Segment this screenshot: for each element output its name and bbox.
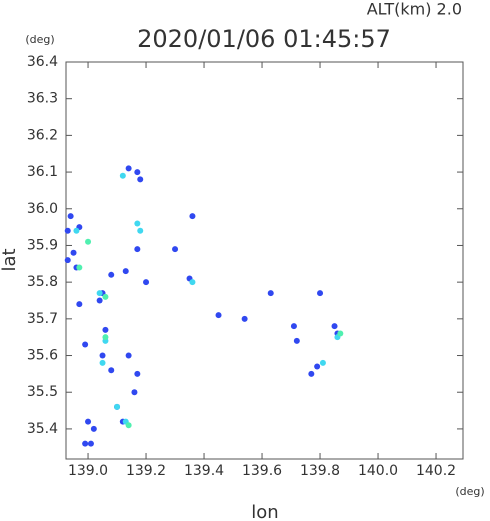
echo-point [73, 227, 80, 234]
echo-point [319, 359, 326, 366]
x-tick-label: 139.8 [300, 463, 340, 479]
echo-point [82, 341, 89, 348]
y-tick-label: 35.8 [27, 274, 58, 290]
echo-point [134, 246, 141, 253]
echo-point [189, 279, 196, 286]
echo-point [172, 246, 179, 253]
echo-point [82, 440, 89, 447]
echo-point [108, 367, 115, 374]
y-tick-label: 35.4 [27, 421, 58, 437]
y-axis-label: lat [0, 248, 20, 271]
echo-point [64, 257, 71, 264]
echo-point [108, 271, 115, 278]
echo-point [122, 268, 129, 275]
echo-point [134, 169, 141, 176]
x-tick-label: 139.0 [68, 463, 108, 479]
echo-point [96, 297, 103, 304]
echo-point [125, 352, 132, 359]
echo-point [314, 363, 321, 370]
echo-point [125, 422, 132, 429]
x-unit: (deg) [455, 485, 484, 498]
echo-point [102, 293, 109, 300]
y-tick-label: 36.1 [27, 164, 58, 180]
echo-point [76, 264, 83, 271]
y-tick-label: 36.4 [27, 54, 58, 70]
echo-point [64, 227, 71, 234]
x-tick-label: 139.2 [126, 463, 166, 479]
echo-point [125, 165, 132, 172]
x-tick-label: 140.2 [416, 463, 456, 479]
echo-point [290, 323, 297, 330]
echo-point [308, 370, 315, 377]
echo-point [137, 176, 144, 183]
echo-point [131, 389, 138, 396]
echo-point [99, 352, 106, 359]
echo-point [293, 337, 300, 344]
y-unit: (deg) [25, 33, 54, 46]
y-tick-label: 36.0 [27, 201, 58, 217]
x-tick-label: 139.6 [242, 463, 282, 479]
echo-point [137, 227, 144, 234]
echo-point [90, 425, 97, 432]
y-tick-label: 35.7 [27, 311, 58, 327]
echo-point [85, 238, 92, 245]
echo-point [143, 279, 150, 286]
echo-point [331, 323, 338, 330]
echo-point [119, 172, 126, 179]
echo-point [67, 213, 74, 220]
echo-point [317, 290, 324, 297]
echo-point [102, 326, 109, 333]
x-tick-label: 139.4 [184, 463, 224, 479]
x-axis-label: lon [251, 502, 278, 521]
echo-point [114, 403, 121, 410]
echo-point [215, 312, 222, 319]
y-tick-label: 36.3 [27, 91, 58, 107]
x-tick-label: 140.0 [358, 463, 398, 479]
plot-frame [65, 61, 464, 460]
echo-point [337, 330, 344, 337]
echo-point [241, 315, 248, 322]
echo-point [96, 290, 103, 297]
y-tick-label: 36.2 [27, 127, 58, 143]
chart-title: 2020/01/06 01:45:57 [137, 25, 391, 53]
echo-point [134, 220, 141, 227]
y-tick-label: 35.6 [27, 348, 58, 364]
echo-point [76, 301, 83, 308]
y-tick-label: 35.9 [27, 237, 58, 253]
echo-point [85, 418, 92, 425]
echo-point [70, 249, 77, 256]
y-tick-label: 35.5 [27, 384, 58, 400]
echo-point [189, 213, 196, 220]
echo-point [99, 359, 106, 366]
echo-point [102, 334, 109, 341]
subtitle: ALT(km) 2.0 [367, 0, 462, 19]
echo-point [134, 370, 141, 377]
echo-point [87, 440, 94, 447]
echo-point [267, 290, 274, 297]
